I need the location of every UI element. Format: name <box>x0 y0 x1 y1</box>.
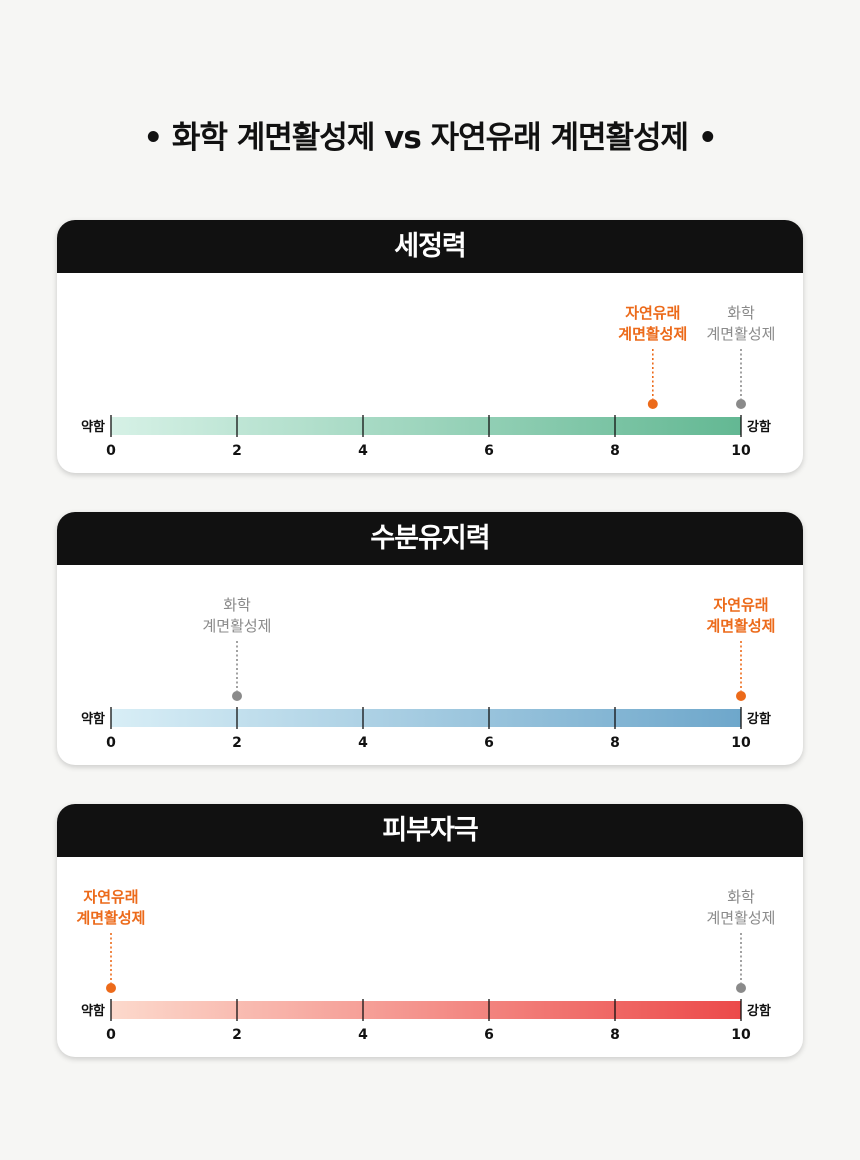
marker-label: 계면활성제 <box>706 325 775 343</box>
marker-point <box>736 691 746 701</box>
chart-title: 세정력 <box>57 220 803 273</box>
marker-label: 자연유래 <box>83 888 138 906</box>
chart-title: 수분유지력 <box>57 512 803 565</box>
marker-point <box>736 983 746 993</box>
axis-low-label: 약함 <box>81 1003 105 1019</box>
axis-high-label: 강함 <box>747 419 771 435</box>
marker-label: 계면활성제 <box>706 617 775 635</box>
tick-label: 4 <box>358 1027 368 1043</box>
marker-label: 계면활성제 <box>706 909 775 927</box>
scale-bar <box>111 709 741 727</box>
tick-label: 4 <box>358 735 368 751</box>
tick-label: 4 <box>358 443 368 459</box>
axis-high-label: 강함 <box>747 711 771 727</box>
marker-label: 화학 <box>727 304 755 322</box>
tick-label: 6 <box>484 1027 494 1043</box>
tick-label: 10 <box>731 1027 751 1043</box>
page-title: • 화학 계면활성제 vs 자연유래 계면활성제 • <box>143 120 717 156</box>
tick-label: 2 <box>232 1027 242 1043</box>
tick-label: 6 <box>484 735 494 751</box>
marker-point <box>736 399 746 409</box>
tick-label: 8 <box>610 1027 620 1043</box>
marker-label: 화학 <box>727 888 755 906</box>
marker-label: 계면활성제 <box>76 909 145 927</box>
marker-label: 자연유래 <box>713 596 768 614</box>
marker-point <box>647 399 658 409</box>
marker-label: 계면활성제 <box>202 617 271 635</box>
chart-title: 피부자극 <box>57 804 803 857</box>
tick-label: 0 <box>106 735 116 751</box>
marker-label: 계면활성제 <box>618 325 687 343</box>
tick-label: 2 <box>232 735 242 751</box>
tick-label: 0 <box>106 443 116 459</box>
tick-label: 8 <box>610 735 620 751</box>
tick-label: 0 <box>106 1027 116 1043</box>
marker-label: 자연유래 <box>625 304 680 322</box>
axis-high-label: 강함 <box>747 1003 771 1019</box>
tick-label: 10 <box>731 443 751 459</box>
tick-label: 6 <box>484 443 494 459</box>
tick-label: 10 <box>731 735 751 751</box>
tick-label: 2 <box>232 443 242 459</box>
scale-bar <box>111 417 741 435</box>
tick-label: 8 <box>610 443 620 459</box>
axis-low-label: 약함 <box>81 711 105 727</box>
marker-point <box>106 983 116 993</box>
marker-point <box>232 691 242 701</box>
marker-label: 화학 <box>223 596 251 614</box>
axis-low-label: 약함 <box>81 419 105 435</box>
scale-bar <box>111 1001 741 1019</box>
